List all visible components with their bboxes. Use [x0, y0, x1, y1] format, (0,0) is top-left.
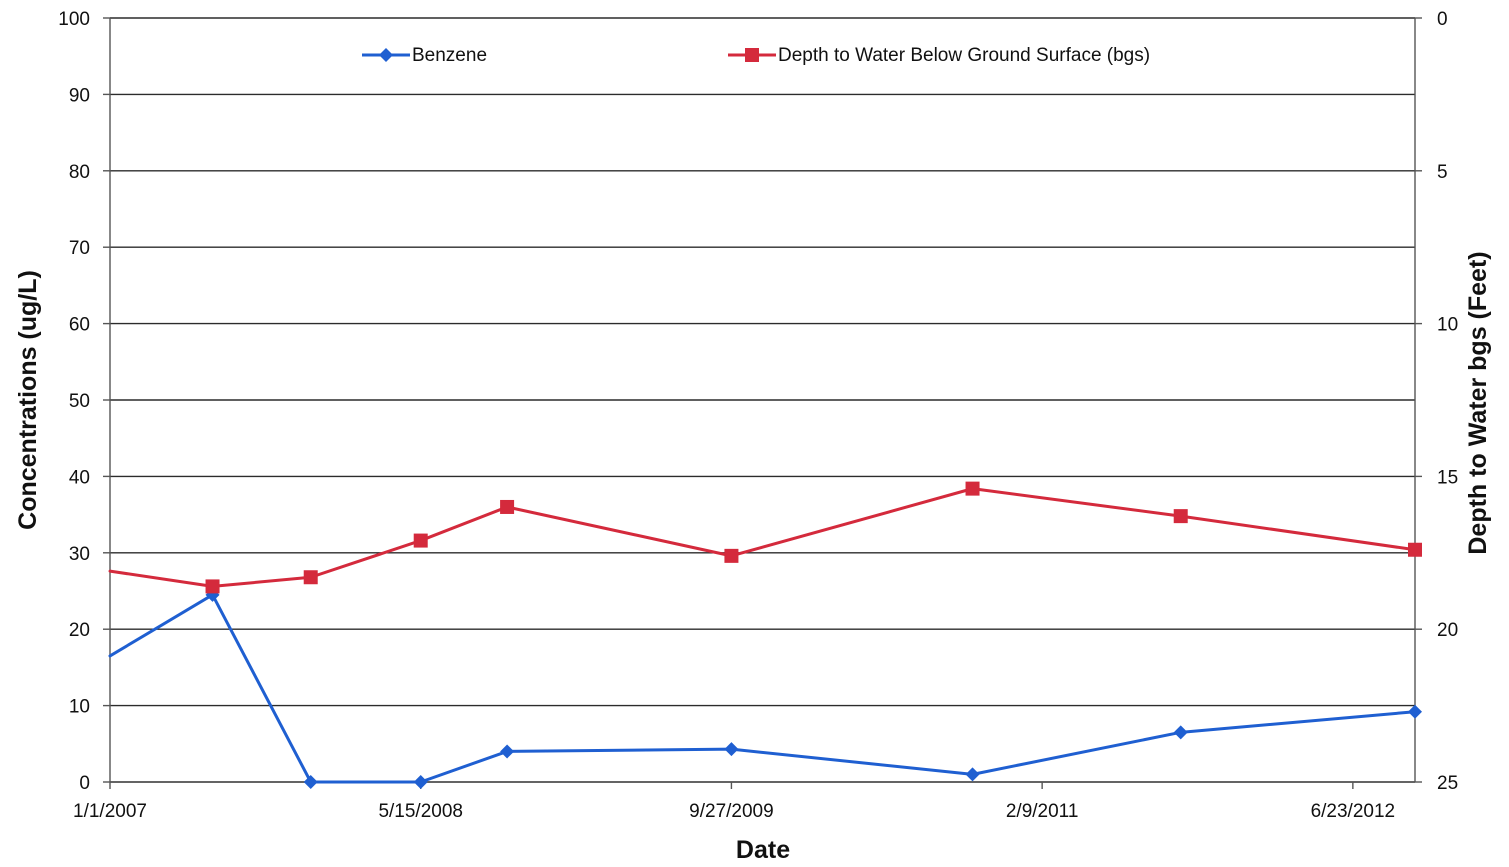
left-tick-label: 0: [79, 773, 90, 794]
legend-diamond-marker: [379, 48, 393, 62]
legend-label: Depth to Water Below Ground Surface (bgs…: [778, 45, 1150, 66]
x-tick-label: 6/23/2012: [1311, 801, 1396, 822]
legend: Benzene Depth to Water Below Ground Surfa…: [362, 45, 1150, 66]
benzene-point: [1408, 704, 1422, 719]
benzene-point: [303, 775, 318, 789]
gridlines: [110, 17, 1415, 783]
x-tick-label: 9/27/2009: [689, 801, 774, 822]
left-axis-ticks: 0 10 20 30 40 50 60 70 80 90 100: [58, 9, 110, 794]
right-axis-ticks: 0 5 10 15 20 25: [1415, 9, 1458, 794]
left-tick-label: 70: [69, 238, 90, 259]
depth-point: [413, 533, 428, 548]
right-tick-label: 20: [1437, 620, 1458, 641]
left-tick-label: 80: [69, 162, 90, 183]
series-layer: [108, 481, 1422, 789]
depth-point: [1408, 542, 1422, 557]
left-tick-label: 20: [69, 620, 90, 641]
left-tick-label: 30: [69, 544, 90, 565]
left-tick-label: 10: [69, 697, 90, 718]
benzene-point: [413, 775, 428, 789]
legend-square-marker: [745, 48, 759, 62]
legend-item-benzene: Benzene: [362, 45, 487, 66]
benzene-point: [500, 744, 515, 759]
right-tick-label: 15: [1437, 467, 1458, 488]
left-tick-label: 40: [69, 467, 90, 488]
depth-point: [500, 499, 515, 514]
left-axis-title: Concentrations (ug/L): [14, 270, 42, 530]
depth-point: [205, 579, 220, 594]
left-tick-label: 50: [69, 391, 90, 412]
right-tick-label: 10: [1437, 315, 1458, 336]
depth-point: [1173, 509, 1188, 524]
x-tick-label: 1/1/2007: [73, 801, 147, 822]
x-tick-label: 5/15/2008: [378, 801, 463, 822]
right-tick-label: 25: [1437, 773, 1458, 794]
x-axis-title: Date: [736, 836, 790, 864]
depth-point: [303, 570, 318, 585]
right-tick-label: 5: [1437, 162, 1448, 183]
legend-label: Benzene: [412, 45, 487, 66]
right-axis-title: Depth to Water bgs (Feet): [1464, 251, 1492, 554]
x-axis-ticks: 1/1/2007 5/15/2008 9/27/2009 2/9/2011 6/23/2…: [73, 782, 1395, 822]
legend-item-depth: Depth to Water Below Ground Surface (bgs…: [728, 45, 1150, 66]
depth-point: [965, 481, 980, 496]
benzene-point: [1173, 725, 1188, 740]
left-tick-label: 60: [69, 315, 90, 336]
benzene-point: [965, 767, 980, 782]
benzene-series-line: [108, 593, 1417, 784]
left-tick-label: 100: [58, 9, 90, 30]
x-tick-label: 2/9/2011: [1006, 801, 1079, 822]
benzene-point: [724, 742, 739, 757]
left-tick-label: 90: [69, 85, 90, 106]
right-tick-label: 0: [1437, 9, 1448, 30]
depth-point: [724, 548, 739, 563]
